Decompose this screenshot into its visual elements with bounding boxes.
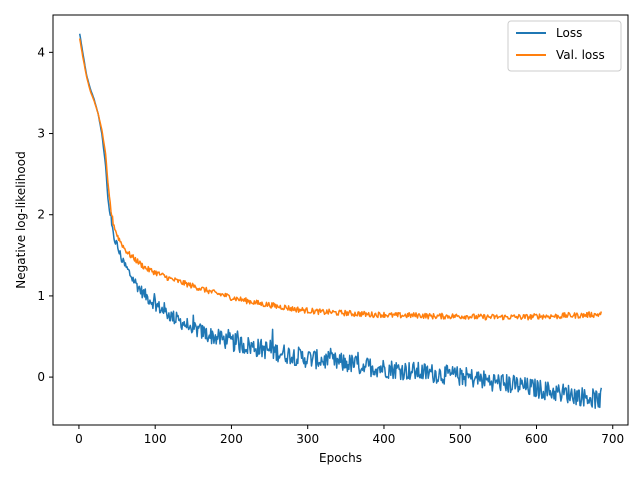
x-tick-label: 500 (449, 432, 472, 446)
y-tick-label: 4 (37, 45, 45, 59)
x-tick-label: 100 (144, 432, 167, 446)
x-axis-ticks: 0 100 200 300 400 500 600 700 (75, 425, 624, 446)
series-line-loss (78, 33, 603, 409)
x-tick-label: 300 (296, 432, 319, 446)
x-axis-label: Epochs (319, 451, 362, 465)
x-tick-label: 600 (525, 432, 548, 446)
axes-frame (52, 14, 629, 426)
y-tick-label: 0 (37, 370, 45, 384)
x-tick-label: 700 (601, 432, 624, 446)
y-axis-ticks: 0 1 2 3 4 (37, 45, 53, 384)
x-tick-label: 200 (220, 432, 243, 446)
plot-area (52, 14, 629, 426)
y-axis-label: Negative log-likelihood (14, 151, 28, 288)
legend-label-val-loss: Val. loss (556, 48, 605, 62)
x-tick-label: 0 (75, 432, 83, 446)
y-tick-label: 1 (37, 289, 45, 303)
y-tick-label: 2 (37, 208, 45, 222)
series-layer (78, 33, 603, 409)
series-line-val-loss (78, 38, 603, 321)
y-tick-label: 3 (37, 127, 45, 141)
legend-label-loss: Loss (556, 26, 582, 40)
x-tick-label: 400 (373, 432, 396, 446)
legend: Loss Val. loss (507, 20, 622, 72)
